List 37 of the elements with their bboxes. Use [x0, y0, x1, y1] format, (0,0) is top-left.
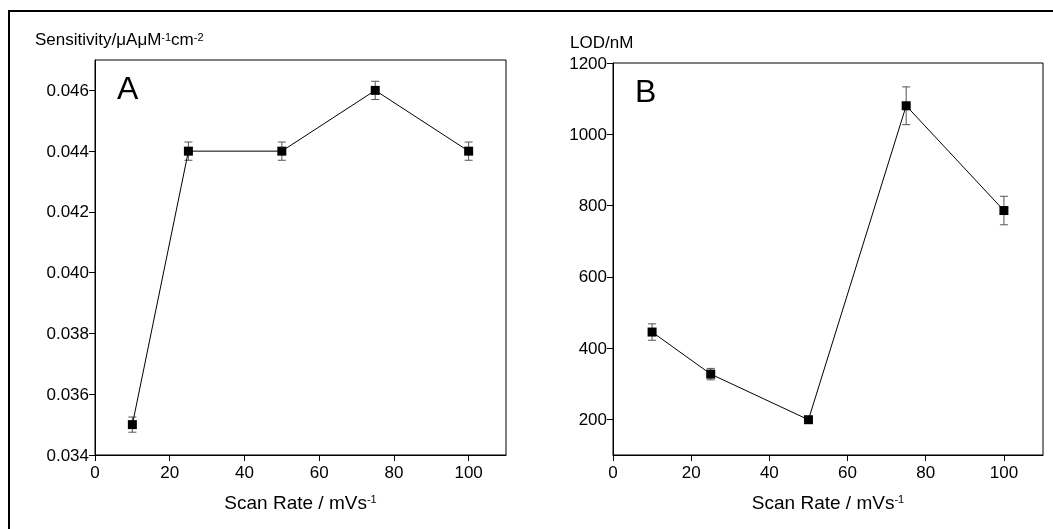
x-tick-label: 40 [234, 463, 254, 482]
point [464, 146, 474, 156]
point [803, 415, 813, 425]
point [901, 101, 911, 111]
x-tick-label: 40 [759, 463, 779, 482]
y-tick-label: 0.042 [46, 202, 89, 222]
y-tick-label: 0.034 [46, 445, 89, 465]
x-tick-label: 80 [384, 463, 404, 482]
x-tick-label: 20 [681, 463, 701, 482]
x-tick-label: 0 [90, 463, 100, 482]
y-tick-label: 1000 [569, 124, 607, 144]
point [183, 146, 193, 156]
point [370, 85, 380, 95]
point [127, 420, 137, 430]
y-tick-label: 800 [578, 196, 607, 216]
point [277, 146, 287, 156]
y-tick-label: 0.038 [46, 323, 89, 343]
x-tick-label: 60 [838, 463, 858, 482]
annotation: B [635, 73, 657, 109]
x-tick-label: 80 [916, 463, 936, 482]
point [999, 206, 1009, 216]
y-tick-label: 0.036 [46, 384, 89, 404]
x-tick-label: 100 [454, 463, 483, 482]
y-tick-label: 0.040 [46, 263, 89, 283]
x-tick-label: 100 [989, 463, 1019, 482]
y-axis-title: LOD/nM [570, 33, 634, 52]
y-tick-label: 400 [578, 338, 607, 358]
point [647, 327, 657, 337]
x-tick-label: 60 [309, 463, 329, 482]
y-tick-label: 0.044 [46, 141, 89, 161]
y-tick-label: 1200 [569, 53, 607, 73]
annotation: A [117, 70, 139, 106]
y-tick-label: 600 [578, 267, 607, 287]
x-tick-label: 20 [160, 463, 180, 482]
x-tick-label: 0 [608, 463, 618, 482]
y-tick-label: 0.046 [46, 80, 89, 100]
y-tick-label: 200 [578, 409, 607, 429]
